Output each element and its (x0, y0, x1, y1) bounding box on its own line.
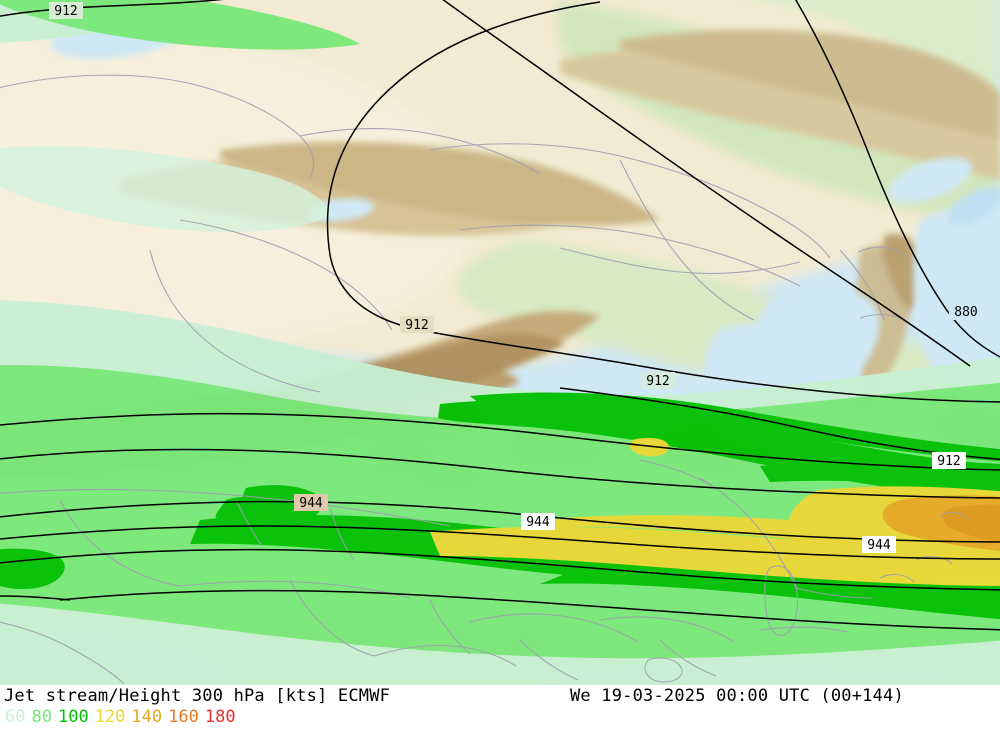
contour-label: 944 (521, 513, 555, 530)
contour-label-text: 912 (405, 318, 428, 333)
contour-label: 912 (49, 2, 83, 19)
contour-label: 912 (932, 452, 966, 469)
contour-label-group: 912 912 912 880 (49, 2, 983, 553)
legend-item-80: 80 (31, 707, 52, 727)
contour-label-text: 912 (937, 454, 960, 469)
contour-label: 944 (862, 536, 896, 553)
chart-title: Jet stream/Height 300 hPa [kts] ECMWF (4, 686, 391, 706)
jet-stream-map[interactable]: 912 912 912 880 (0, 0, 1000, 685)
contour-label-text: 912 (54, 4, 77, 19)
contour-label-text: 912 (646, 374, 669, 389)
contour-label-text: 880 (954, 305, 977, 320)
contour-label: 912 (400, 316, 434, 333)
speed-legend: 60 80 100 120 140 160 180 (5, 707, 242, 727)
contour-label-text: 944 (526, 515, 550, 530)
legend-item-140: 140 (131, 707, 163, 727)
model-run-timestamp: We 19-03-2025 00:00 UTC (00+144) (570, 686, 904, 706)
map-canvas: 912 912 912 880 (0, 0, 1000, 685)
contour-label: 880 (949, 303, 983, 320)
country-borders (0, 74, 969, 685)
legend-item-180: 180 (204, 707, 236, 727)
legend-item-160: 160 (168, 707, 199, 727)
contour-label: 944 (294, 494, 328, 511)
contour-label-text: 944 (867, 538, 891, 553)
legend-item-100: 100 (57, 707, 89, 727)
footer-bar: Jet stream/Height 300 hPa [kts] ECMWF We… (0, 685, 1000, 733)
legend-item-60: 60 (5, 707, 26, 727)
contour-label-text: 944 (299, 496, 323, 511)
legend-item-120: 120 (94, 707, 126, 727)
contour-label: 912 (641, 372, 675, 389)
